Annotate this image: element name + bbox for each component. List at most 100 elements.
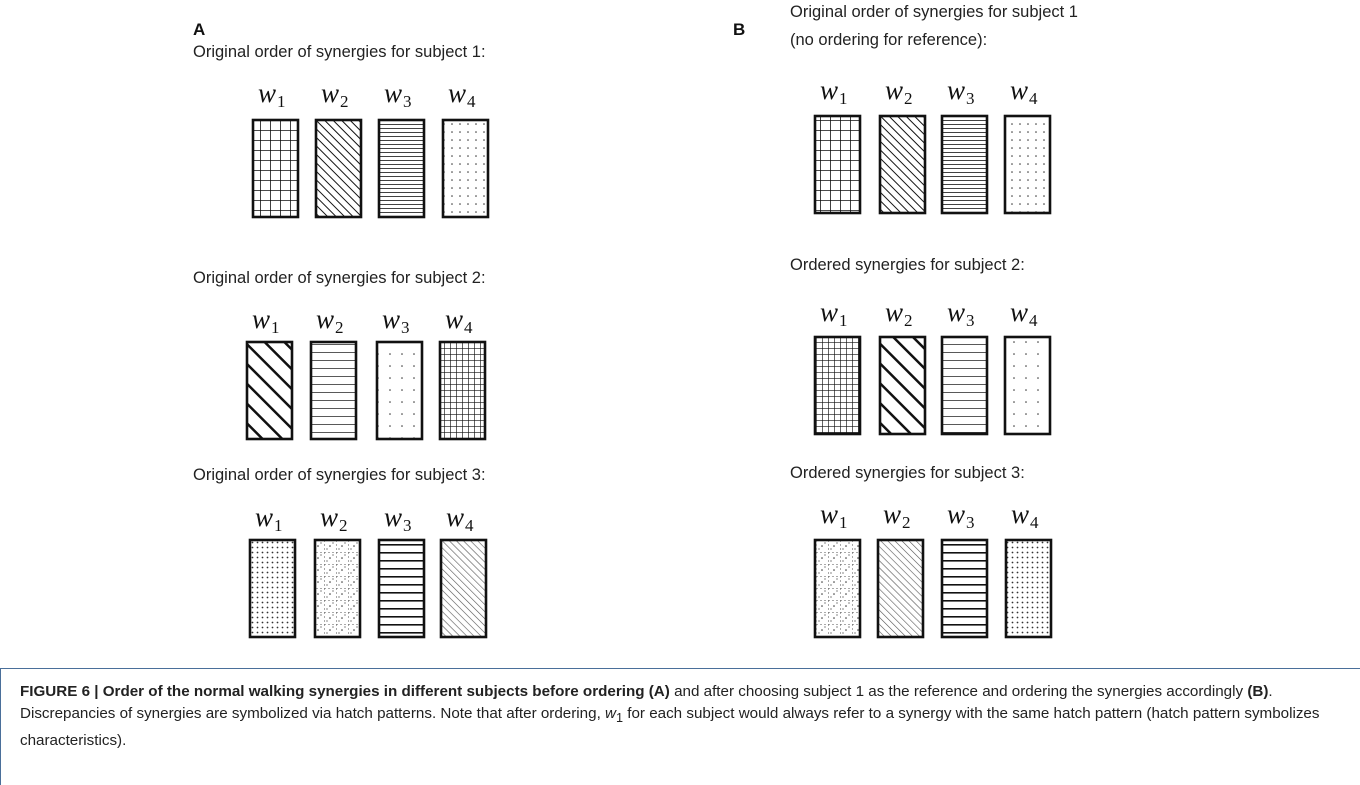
synergy-subscript: 3 xyxy=(966,311,975,330)
synergy-label: w3 xyxy=(384,78,412,111)
synergy-label: w2 xyxy=(883,499,911,532)
synergy-subscript: 4 xyxy=(467,92,476,111)
caption-symbol: w xyxy=(605,704,616,722)
synergy-symbol: w xyxy=(384,502,402,532)
synergy-box xyxy=(813,538,862,639)
synergy-subscript: 2 xyxy=(340,92,349,111)
synergy-box xyxy=(438,340,487,441)
synergy-subscript: 3 xyxy=(403,516,412,535)
synergy-label: w3 xyxy=(947,297,975,330)
row-heading: Original order of synergies for subject … xyxy=(790,3,1078,21)
synergy-label: w1 xyxy=(820,297,848,330)
synergy-subscript: 3 xyxy=(403,92,412,111)
row-heading: Original order of synergies for subject … xyxy=(193,466,486,484)
synergy-box xyxy=(813,335,862,436)
synergy-box xyxy=(1003,114,1052,215)
synergy-box xyxy=(377,538,426,639)
synergy-box xyxy=(813,114,862,215)
row-heading: Ordered synergies for subject 2: xyxy=(790,256,1025,274)
synergy-label: w4 xyxy=(1011,499,1039,532)
synergy-label: w1 xyxy=(820,75,848,108)
synergy-symbol: w xyxy=(445,304,463,334)
synergy-symbol: w xyxy=(382,304,400,334)
synergy-subscript: 1 xyxy=(274,516,283,535)
row-heading: Ordered synergies for subject 3: xyxy=(790,464,1025,482)
synergy-box xyxy=(375,340,424,441)
synergy-box xyxy=(876,538,925,639)
synergy-box xyxy=(1004,538,1053,639)
synergy-box xyxy=(940,114,989,215)
synergy-label: w1 xyxy=(255,502,283,535)
synergy-symbol: w xyxy=(384,78,402,108)
synergy-symbol: w xyxy=(885,297,903,327)
figure: A Original order of synergies for subject… xyxy=(193,3,1078,639)
synergy-box xyxy=(309,340,358,441)
synergy-symbol: w xyxy=(947,75,965,105)
synergy-subscript: 2 xyxy=(904,89,913,108)
synergy-subscript: 4 xyxy=(465,516,474,535)
synergy-subscript: 4 xyxy=(1030,513,1039,532)
synergy-label: w3 xyxy=(384,502,412,535)
synergy-symbol: w xyxy=(321,78,339,108)
synergy-label: w3 xyxy=(947,75,975,108)
synergy-label: w2 xyxy=(885,297,913,330)
synergy-box xyxy=(314,118,363,219)
synergy-symbol: w xyxy=(316,304,334,334)
synergy-symbol: w xyxy=(947,297,965,327)
synergy-subscript: 4 xyxy=(1029,311,1038,330)
synergy-label: w1 xyxy=(258,78,286,111)
synergy-label: w3 xyxy=(947,499,975,532)
synergy-label: w1 xyxy=(820,499,848,532)
caption-text: and after choosing subject 1 as the refe… xyxy=(669,683,1248,700)
row-heading: Original order of synergies for subject … xyxy=(193,43,486,61)
synergy-symbol: w xyxy=(1010,75,1028,105)
synergy-symbol: w xyxy=(258,78,276,108)
synergy-label: w4 xyxy=(445,304,473,337)
panel-label: B xyxy=(733,20,745,39)
synergy-label: w4 xyxy=(446,502,474,535)
synergy-label: w2 xyxy=(885,75,913,108)
synergy-box xyxy=(377,118,426,219)
synergy-symbol: w xyxy=(820,75,838,105)
synergy-subscript: 1 xyxy=(839,513,848,532)
synergy-box xyxy=(251,118,300,219)
synergy-subscript: 1 xyxy=(271,318,280,337)
synergy-label: w2 xyxy=(321,78,349,111)
synergy-label: w2 xyxy=(316,304,344,337)
synergy-symbol: w xyxy=(320,502,338,532)
synergy-label: w3 xyxy=(382,304,410,337)
panel-label: A xyxy=(193,20,205,39)
caption-subscript: 1 xyxy=(615,710,624,725)
synergy-box xyxy=(245,340,294,441)
synergy-box xyxy=(878,114,927,215)
synergy-label: w4 xyxy=(448,78,476,111)
synergy-box xyxy=(878,335,927,436)
synergy-symbol: w xyxy=(820,297,838,327)
synergy-box xyxy=(441,118,490,219)
synergy-symbol: w xyxy=(820,499,838,529)
synergy-symbol: w xyxy=(252,304,270,334)
synergy-subscript: 1 xyxy=(277,92,286,111)
synergy-subscript: 3 xyxy=(401,318,410,337)
caption-text: for each subject would always refer to a… xyxy=(20,704,1320,749)
synergy-subscript: 4 xyxy=(464,318,473,337)
synergy-symbol: w xyxy=(885,75,903,105)
synergy-box xyxy=(940,538,989,639)
synergy-box xyxy=(313,538,362,639)
synergy-box xyxy=(248,538,297,639)
caption-text: . Discrepancies of synergies are symboli… xyxy=(20,683,1273,722)
synergy-subscript: 2 xyxy=(904,311,913,330)
synergy-box xyxy=(439,538,488,639)
synergy-label: w2 xyxy=(320,502,348,535)
caption-bold: (B) xyxy=(1247,683,1269,700)
synergy-symbol: w xyxy=(448,78,466,108)
synergy-subscript: 2 xyxy=(339,516,348,535)
synergy-symbol: w xyxy=(1010,297,1028,327)
caption-box: FIGURE 6 | Order of the normal walking s… xyxy=(0,668,1360,785)
synergy-symbol: w xyxy=(1011,499,1029,529)
synergy-subscript: 3 xyxy=(966,513,975,532)
synergy-subscript: 1 xyxy=(839,311,848,330)
synergy-symbol: w xyxy=(947,499,965,529)
synergy-subscript: 4 xyxy=(1029,89,1038,108)
